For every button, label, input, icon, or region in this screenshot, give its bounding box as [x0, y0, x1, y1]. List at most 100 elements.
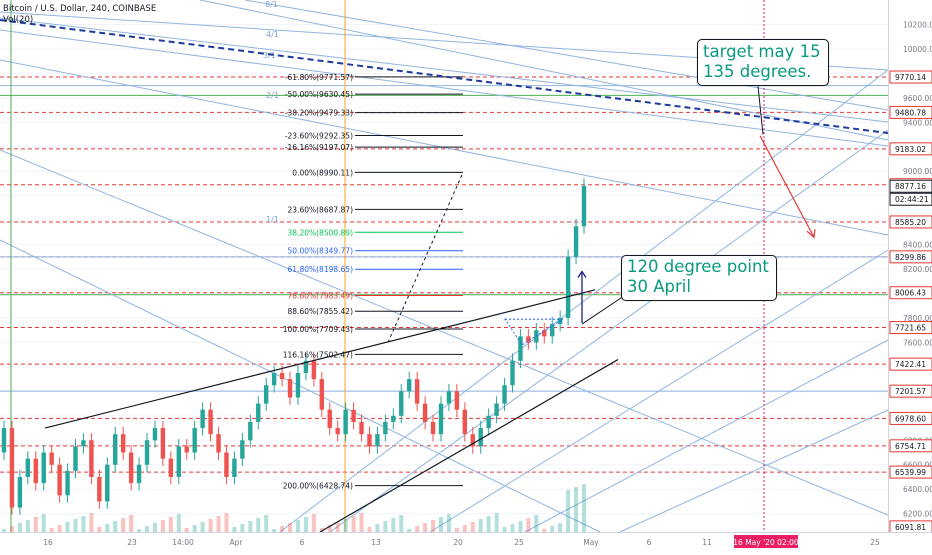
- target-callout-line-1: target may 15: [703, 42, 821, 61]
- fib-level-label: 23.60%(8687.87): [288, 205, 354, 214]
- volume-bar: [73, 519, 78, 532]
- price-tag-box: [889, 357, 932, 371]
- fib-level-label: 38.20%(8500.89): [288, 228, 354, 237]
- time-tick-label: 6: [647, 538, 652, 547]
- candle-body: [454, 391, 460, 410]
- price-axis-labels: 6200.006400.006600.006800.007000.007200.…: [889, 20, 932, 534]
- candle-body: [359, 421, 364, 435]
- price-tick-label: 6400.00: [903, 485, 932, 494]
- gann-fan-line: [0, 29, 889, 147]
- volume-bar: [558, 523, 563, 532]
- fib-level-label: -50.00%(9630.45): [285, 90, 353, 99]
- point-callout-line-1: 120 degree point: [627, 257, 769, 276]
- candle-body: [271, 373, 277, 386]
- candle-body: [383, 421, 388, 435]
- volume-bar: [335, 522, 340, 532]
- price-tick-label: 6600.00: [903, 461, 932, 470]
- candle-body: [200, 409, 205, 429]
- price-tick-label: 8400.00: [903, 241, 932, 250]
- candle-body: [105, 464, 110, 502]
- price-tag-label: 6754.71: [895, 442, 926, 451]
- volume-bar: [2, 529, 6, 532]
- candle-body: [526, 336, 531, 343]
- candle-body: [176, 446, 181, 477]
- target-date-label: 16 May '20 02:00: [733, 538, 799, 547]
- candle-body: [41, 452, 46, 484]
- volume-bar: [184, 528, 189, 532]
- volume-bar: [383, 521, 388, 532]
- fib-level-label: -61.80%(9771.57): [285, 73, 353, 82]
- volume-bar: [391, 518, 396, 532]
- price-tag-label: 7422.41: [895, 360, 926, 369]
- time-tick-label: 20: [453, 538, 463, 547]
- candle-body: [327, 409, 332, 429]
- volume-bar: [33, 517, 38, 532]
- volume-bar: [542, 529, 547, 532]
- volume-legend: Vol(20): [3, 15, 34, 25]
- volume-bar: [121, 518, 126, 532]
- price-tag-box: [889, 105, 932, 119]
- candle-body: [248, 421, 253, 441]
- price-tag-label: 8299.86: [895, 253, 926, 262]
- red-arrow-head: [806, 229, 816, 239]
- price-tag-label: 8006.43: [895, 289, 926, 298]
- red-arrow: [759, 135, 815, 238]
- candle-body: [9, 428, 15, 508]
- volume-bar: [454, 528, 459, 532]
- candle-body: [240, 440, 245, 459]
- candle-body: [113, 434, 118, 465]
- price-tag-label: 8877.16: [895, 182, 926, 191]
- candle-body: [573, 226, 579, 257]
- time-tick-label: 16: [43, 538, 53, 547]
- gann-fan-line: [429, 249, 889, 533]
- time-tick-label: 25: [870, 538, 880, 547]
- volume-bar: [518, 521, 523, 532]
- price-tag-box: [889, 439, 932, 453]
- time-tick-label: Apr: [230, 538, 244, 547]
- candle-body: [73, 446, 78, 471]
- candle-body: [192, 428, 197, 453]
- candle-body: [518, 336, 523, 361]
- volume-bar: [343, 519, 348, 532]
- volume-bar: [208, 519, 213, 532]
- time-axis[interactable]: 16 23 14:00 Apr 6 13 20 25 May 6 11 25 16 May '20 02…: [0, 532, 932, 551]
- fib-level-label: 100.00%(7709.43): [283, 325, 353, 334]
- fib-level-label: 200.00%(6428.74): [283, 482, 353, 491]
- volume-bar: [224, 513, 229, 532]
- volume-bar: [89, 513, 94, 532]
- gann-dashed-line: [0, 19, 889, 134]
- price-axis[interactable]: 6200.006400.006600.006800.007000.007200.…: [888, 0, 932, 534]
- fib-level-label: 78.60%(7983.49): [288, 292, 354, 301]
- point-callout: 120 degree point 30 April: [621, 255, 777, 301]
- volume-bar: [407, 529, 412, 532]
- volume-bar: [550, 526, 555, 532]
- gann-fan-line: [619, 409, 889, 533]
- volume-bar: [105, 524, 110, 532]
- gann-fan-line: [329, 129, 889, 533]
- price-tick-label: 6200.00: [903, 510, 932, 519]
- candle-body: [232, 458, 237, 477]
- gann-fan-line: [0, 149, 889, 516]
- volume-bar: [176, 514, 181, 532]
- volume-bar: [57, 525, 62, 532]
- candle-body: [208, 409, 213, 435]
- candle-body: [478, 428, 483, 447]
- candle-body: [136, 464, 142, 484]
- volume-bar: [200, 522, 205, 532]
- volume-bar: [232, 527, 237, 532]
- volume-bar: [534, 515, 539, 532]
- price-tag-box: [889, 411, 932, 425]
- candle-body: [49, 452, 54, 465]
- candle-body: [422, 403, 428, 422]
- price-tag-box: [889, 70, 932, 84]
- candle-body: [351, 409, 356, 422]
- candle-body: [25, 458, 31, 477]
- gann-fan-line: [199, 0, 889, 141]
- point-callout-pointer: [581, 295, 625, 325]
- volume-bar: [168, 517, 173, 532]
- candle-body: [295, 373, 301, 398]
- candle-body: [335, 428, 340, 435]
- fib-level-label: 50.00%(8349.77): [288, 247, 354, 256]
- volume-bar: [160, 520, 165, 532]
